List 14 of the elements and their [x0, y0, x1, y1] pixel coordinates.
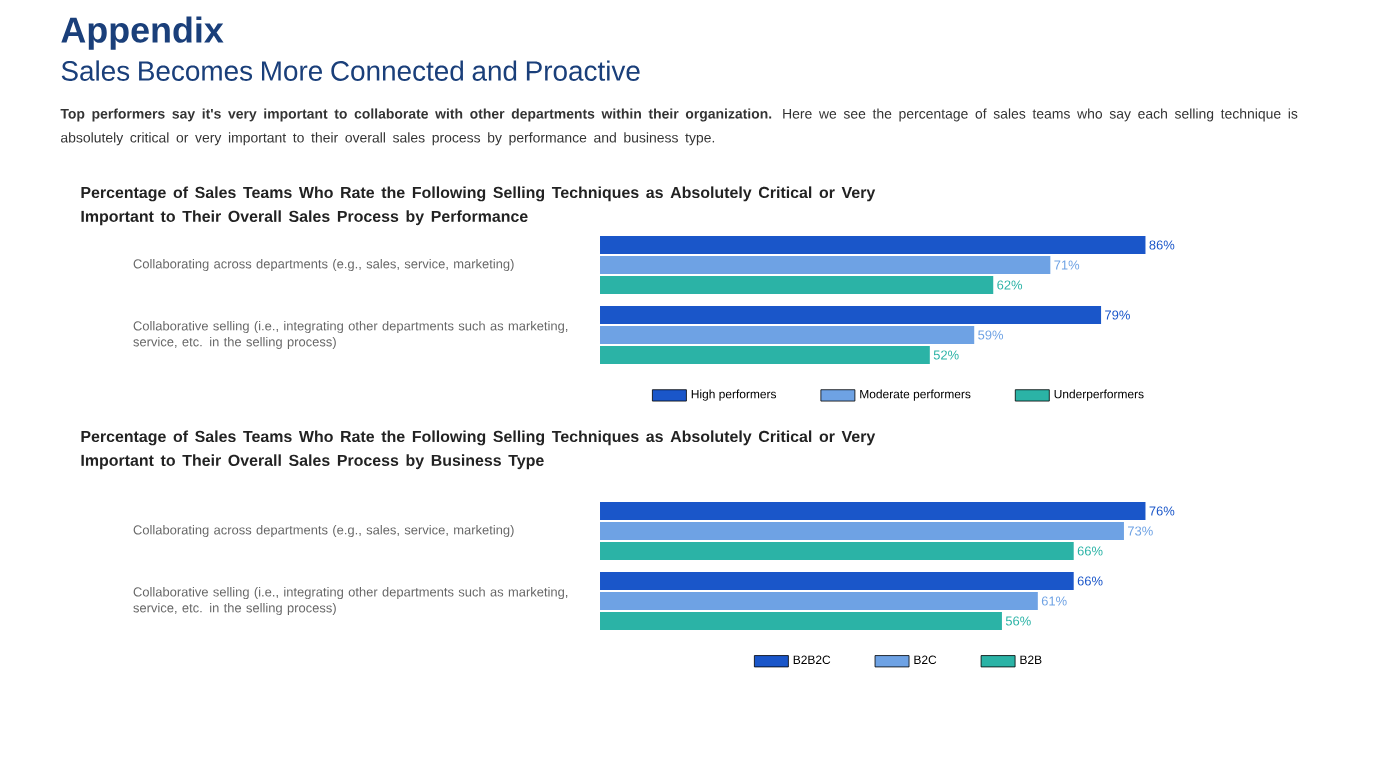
bar: [600, 305, 1102, 324]
text: Sales Becomes More Connected and Proactive: [61, 60, 640, 81]
bar: [600, 521, 1124, 540]
bar: [600, 592, 1038, 610]
bar: [600, 255, 1051, 274]
bar: [600, 345, 930, 364]
bar: [600, 275, 994, 294]
bar: [600, 501, 1146, 520]
text: Appendix: [61, 16, 224, 50]
bar: [600, 235, 1146, 254]
bar: [600, 325, 975, 344]
bar: [600, 572, 1074, 590]
bar: [600, 612, 1002, 630]
bar: [600, 541, 1074, 560]
